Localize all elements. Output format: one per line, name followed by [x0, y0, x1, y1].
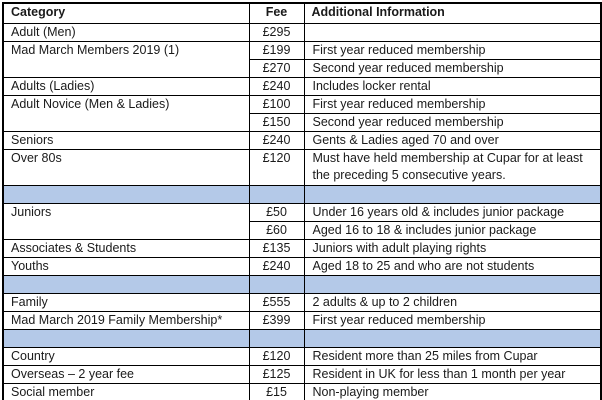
fee-cell: £240: [248, 131, 305, 150]
additional-info-cell: First year reduced membership: [303, 311, 602, 330]
table-row: Juniors £50 Under 16 years old & includes …: [2, 203, 602, 240]
table-row: Country £120 Resident more than 25 miles f…: [2, 347, 602, 366]
category-cell: Associates & Students: [2, 239, 250, 258]
fee-cell: £60: [248, 221, 305, 240]
fee-cell: £135: [248, 239, 305, 258]
additional-info-cell: Aged 16 to 18 & includes junior package: [303, 221, 602, 240]
table-row: Youths £240 Aged 18 to 25 and who are not …: [2, 257, 602, 276]
additional-info-cell: First year reduced membership: [303, 95, 602, 114]
spacer-cell: [2, 329, 250, 348]
fee-cell: £120: [248, 347, 305, 366]
table-row: Seniors £240 Gents & Ladies aged 70 and ov…: [2, 131, 602, 150]
category-cell: Mad March Members 2019 (1): [2, 41, 250, 78]
additional-info-cell: Resident in UK for less than 1 month per…: [303, 365, 602, 384]
fee-cell: £199: [248, 41, 305, 60]
category-cell: Seniors: [2, 131, 250, 150]
fee-cell: £50: [248, 203, 305, 222]
spacer-cell: [303, 329, 602, 348]
spacer-cell: [248, 275, 305, 294]
fee-cell: £555: [248, 293, 305, 312]
table-row: Social member £15 Non-playing member: [2, 383, 602, 400]
additional-info-cell: 2 adults & up to 2 children: [303, 293, 602, 312]
category-cell: Social member: [2, 383, 250, 400]
table-row: £60 Aged 16 to 18 & includes junior packa…: [3, 221, 602, 240]
table-header: Category Fee Additional Information: [2, 2, 602, 24]
table-row: Overseas – 2 year fee £125 Resident in UK …: [2, 365, 602, 384]
fee-cell: £240: [248, 77, 305, 96]
additional-info-cell: Must have held membership at Cupar for a…: [303, 149, 602, 186]
additional-info-cell: Under 16 years old & includes junior pac…: [303, 203, 602, 222]
fee-cell: £15: [248, 383, 305, 400]
spacer-row: [2, 275, 602, 294]
fee-cell: £240: [248, 257, 305, 276]
table-row: Mad March Members 2019 (1) £199 First year…: [2, 41, 602, 78]
category-cell: Country: [2, 347, 250, 366]
additional-info-cell: First year reduced membership: [303, 41, 602, 60]
category-cell: Juniors: [2, 203, 250, 240]
additional-info-cell: [303, 23, 602, 42]
spacer-cell: [303, 185, 602, 204]
header-fee: Fee: [248, 2, 305, 24]
table-row: Over 80s £120 Must have held membership at…: [2, 149, 602, 186]
table-row: Adults (Ladies) £240 Includes locker renta…: [2, 77, 602, 96]
additional-info-cell: Resident more than 25 miles from Cupar: [303, 347, 602, 366]
table-row: Associates & Students £135 Juniors with ad…: [2, 239, 602, 258]
fee-cell: £100: [248, 95, 305, 114]
category-cell: Youths: [2, 257, 250, 276]
header-additional-info: Additional Information: [303, 2, 602, 24]
spacer-cell: [2, 275, 250, 294]
category-cell: Adult (Men): [2, 23, 250, 42]
table-row: Adult (Men) £295: [2, 23, 602, 42]
additional-info-cell: Second year reduced membership: [303, 113, 602, 132]
additional-info-cell: Gents & Ladies aged 70 and over: [303, 131, 602, 150]
additional-info-cell: Includes locker rental: [303, 77, 602, 96]
category-cell: Family: [2, 293, 250, 312]
fee-cell: £120: [248, 149, 305, 186]
spacer-row: [2, 329, 602, 348]
table-row: Mad March 2019 Family Membership* £399 Fir…: [2, 311, 602, 330]
fee-cell: £125: [248, 365, 305, 384]
additional-info-cell: Non-playing member: [303, 383, 602, 400]
additional-info-cell: Juniors with adult playing rights: [303, 239, 602, 258]
spacer-cell: [248, 329, 305, 348]
table-row: £150 Second year reduced membership: [3, 113, 602, 132]
spacer-row: [2, 185, 602, 204]
fee-cell: £150: [248, 113, 305, 132]
spacer-cell: [303, 275, 602, 294]
spacer-cell: [248, 185, 305, 204]
category-cell: Overseas – 2 year fee: [2, 365, 250, 384]
category-cell: Mad March 2019 Family Membership*: [2, 311, 250, 330]
category-cell: Over 80s: [2, 149, 250, 186]
spacer-cell: [2, 185, 250, 204]
category-cell: Adult Novice (Men & Ladies): [2, 95, 250, 132]
table-row: Family £555 2 adults & up to 2 children: [2, 293, 602, 312]
category-cell: Adults (Ladies): [2, 77, 250, 96]
fee-table-body: Adult (Men) £295 Mad March Members 2019 (1…: [2, 23, 602, 400]
fee-cell: £270: [248, 59, 305, 78]
additional-info-cell: Aged 18 to 25 and who are not students: [303, 257, 602, 276]
header-row: Category Fee Additional Information: [2, 2, 602, 24]
fee-cell: £399: [248, 311, 305, 330]
table-row: Adult Novice (Men & Ladies) £100 First yea…: [2, 95, 602, 132]
header-category: Category: [2, 2, 250, 24]
additional-info-cell: Second year reduced membership: [303, 59, 602, 78]
fee-cell: £295: [248, 23, 305, 42]
